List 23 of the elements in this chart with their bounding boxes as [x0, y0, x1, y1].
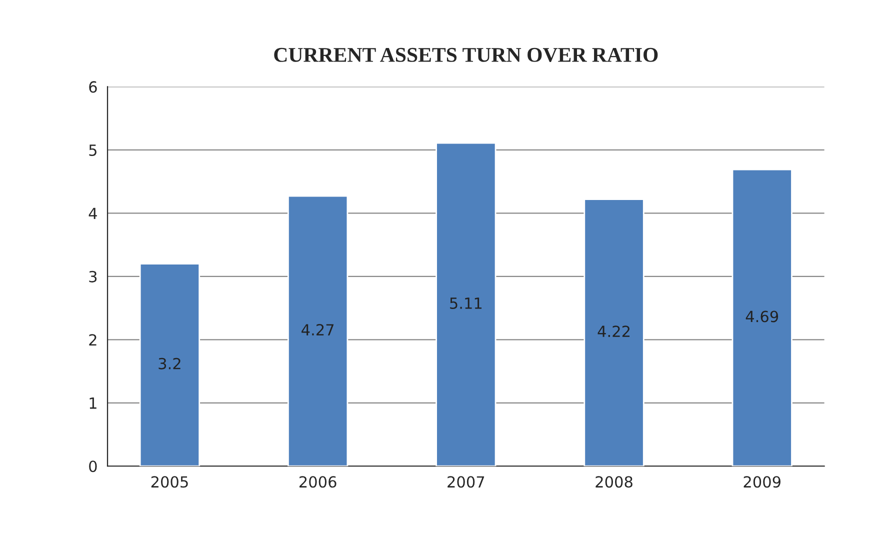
y-tick-label: 2 [89, 334, 96, 346]
data-label: 3.2 [158, 358, 180, 370]
y-tick-label: 5 [89, 144, 96, 156]
bar [288, 195, 348, 466]
y-tick-label: 4 [88, 208, 97, 219]
chart-title: CURRENT ASSETS TURN OVER RATIO [274, 48, 658, 62]
data-label: 5.11 [450, 298, 482, 309]
bar [436, 142, 496, 466]
x-tick-label: 2005 [151, 476, 188, 488]
bar [732, 168, 792, 466]
y-tick-label: 3 [89, 270, 97, 282]
x-tick-label: 2006 [300, 476, 336, 488]
y-tick-label: 6 [89, 81, 97, 93]
bar [584, 198, 644, 466]
y-tick-label: 1 [90, 398, 96, 409]
data-label: 4.22 [598, 326, 630, 337]
x-tick-label: 2007 [448, 476, 484, 488]
data-label: 4.69 [746, 310, 778, 322]
data-label: 4.27 [302, 324, 334, 336]
bar [139, 263, 200, 466]
x-tick-label: 2009 [744, 476, 780, 488]
x-tick-label: 2008 [596, 476, 632, 488]
y-tick-label: 0 [89, 460, 97, 472]
